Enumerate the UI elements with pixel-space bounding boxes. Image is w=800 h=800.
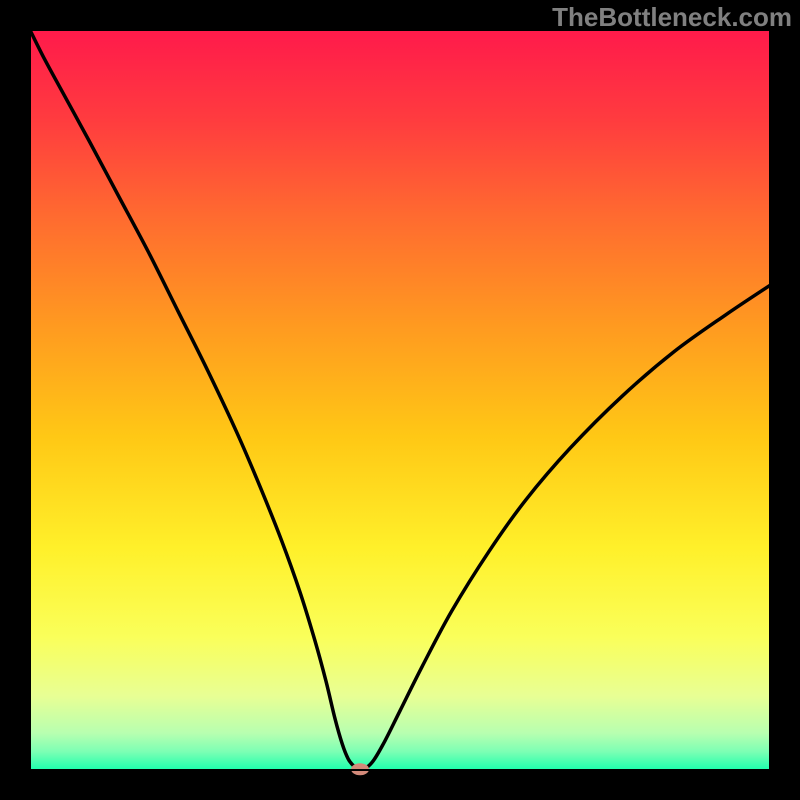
- plot-background: [30, 30, 770, 770]
- bottleneck-curve-chart: [0, 0, 800, 800]
- chart-container: TheBottleneck.com: [0, 0, 800, 800]
- watermark-text: TheBottleneck.com: [552, 2, 792, 33]
